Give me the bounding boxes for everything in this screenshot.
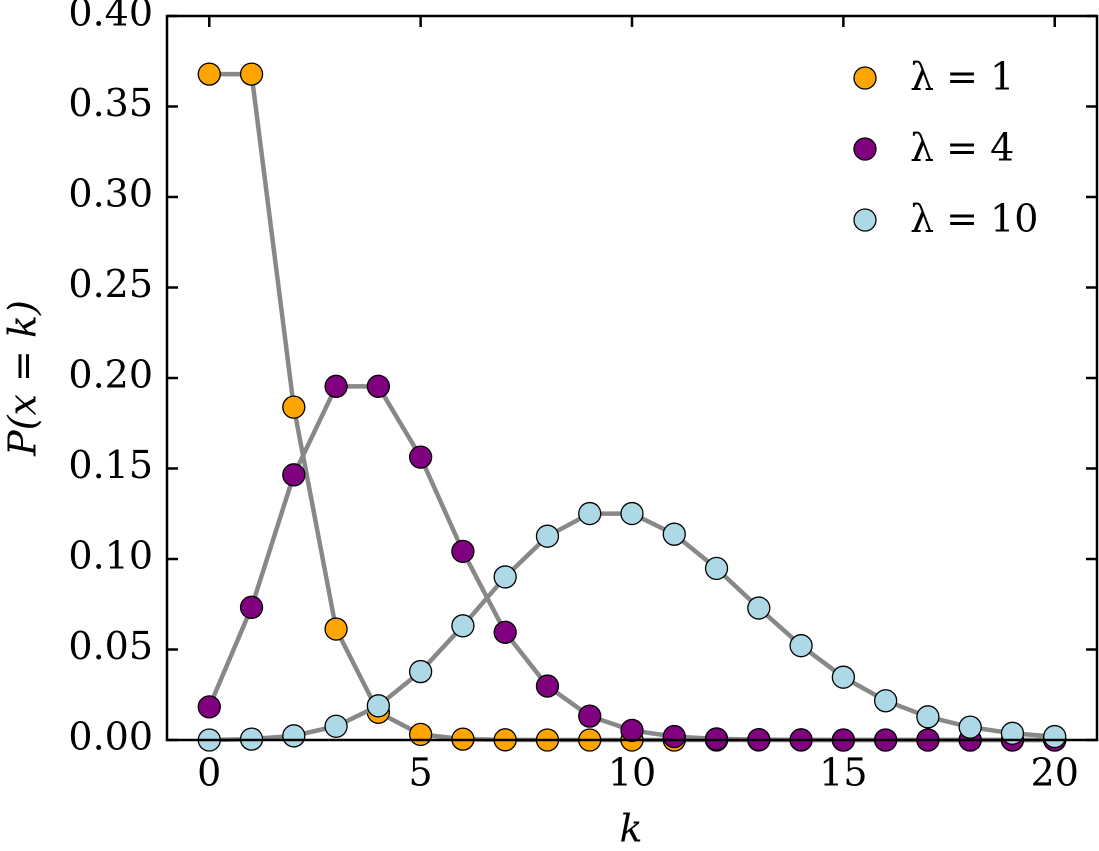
data-point [282, 463, 306, 487]
y-tick-label: 0.15 [68, 443, 153, 487]
plot-frame [165, 14, 1099, 742]
y-tick-label: 0.00 [68, 715, 153, 759]
data-point [662, 724, 686, 749]
legend-marker [853, 208, 877, 232]
data-point [578, 501, 602, 526]
data-point [493, 620, 517, 644]
data-point [282, 724, 306, 748]
legend-label: λ = 1 [910, 55, 1014, 99]
data-point [620, 718, 644, 743]
data-point [662, 522, 686, 546]
y-tick-label: 0.05 [68, 624, 153, 668]
data-point [197, 62, 221, 86]
data-point [916, 705, 940, 729]
y-tick-label: 0.40 [68, 0, 153, 35]
data-point [873, 689, 898, 713]
data-point [704, 556, 729, 581]
y-axis-label: P(x = k) [1, 300, 45, 457]
data-point [324, 374, 348, 398]
data-point [366, 694, 391, 718]
legend-marker [853, 137, 877, 161]
x-tick-label: 0 [197, 751, 221, 795]
data-point [239, 595, 264, 619]
y-tick-label: 0.35 [68, 81, 153, 125]
series-line [207, 384, 1055, 743]
y-tick-label: 0.30 [68, 172, 153, 216]
data-point [408, 722, 433, 747]
x-axis-label: k [619, 807, 642, 851]
y-tick-label: 0.25 [68, 262, 153, 306]
data-point [958, 715, 982, 739]
data-point [620, 501, 644, 526]
data-point [282, 395, 306, 419]
data-point [239, 62, 264, 86]
y-tick-label: 0.20 [68, 353, 153, 397]
x-tick-label: 10 [608, 751, 656, 795]
x-tick-label: 20 [1031, 751, 1079, 795]
data-point [831, 665, 856, 689]
data-point [366, 374, 391, 398]
data-point [408, 659, 433, 684]
data-point [451, 539, 475, 564]
x-tick-label: 15 [819, 751, 867, 795]
y-tick-label: 0.10 [68, 534, 153, 578]
data-point [197, 695, 221, 719]
legend-label: λ = 4 [910, 126, 1014, 170]
data-point [324, 714, 348, 738]
x-tick-label: 5 [409, 751, 433, 795]
legend-label: λ = 10 [910, 197, 1038, 241]
data-point [535, 524, 560, 548]
legend-marker [853, 66, 877, 90]
data-point [1043, 724, 1067, 749]
data-point [747, 596, 771, 620]
data-point [451, 614, 475, 638]
data-point [789, 634, 813, 658]
data-point [408, 445, 433, 469]
data-point [324, 617, 348, 641]
data-point [493, 565, 517, 589]
data-point [535, 674, 560, 698]
data-point [578, 704, 602, 728]
